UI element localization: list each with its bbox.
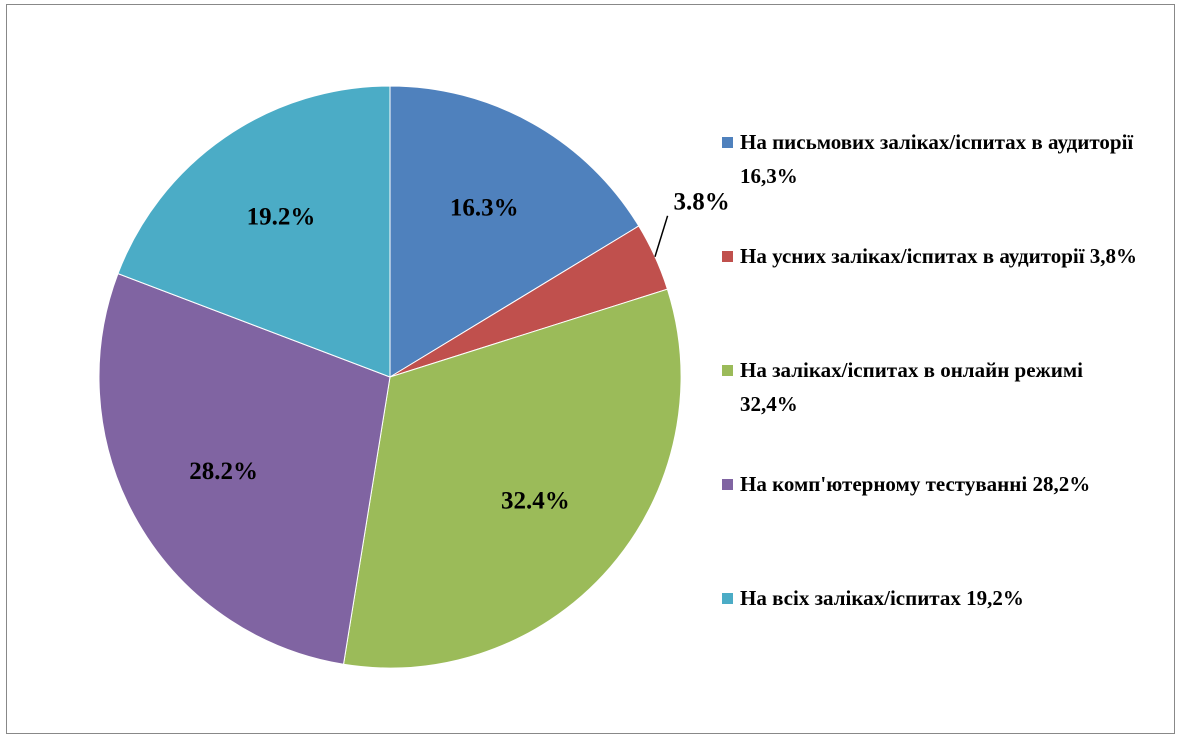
- legend-entry: На письмових заліках/іспитах в аудиторії…: [740, 130, 1134, 188]
- pie-slice: [389, 85, 640, 378]
- legend-entry: На комп'ютерному тестуванні 28,2%: [740, 472, 1091, 496]
- legend-entry: На усних заліках/іспитах в аудиторії 3,8…: [740, 244, 1138, 268]
- frame: [6, 4, 1175, 734]
- legend-swatch: [722, 251, 733, 262]
- legend-swatch: [722, 479, 733, 490]
- legend-entry: На всіх заліках/іспитах 19,2%: [740, 586, 1024, 610]
- legend-entry: На заліках/іспитах в онлайн режимі 32,4%: [740, 358, 1084, 416]
- pie-slice: [98, 272, 391, 665]
- data-label: 28.2%: [189, 458, 258, 485]
- legend-swatch: [722, 365, 733, 376]
- pie-slice: [342, 288, 682, 669]
- leader-line: [654, 215, 669, 257]
- data-label: 16.3%: [450, 194, 519, 221]
- data-label: 19.2%: [247, 204, 316, 231]
- legend-swatch: [722, 137, 733, 148]
- data-label: 32.4%: [501, 487, 570, 514]
- legend-swatch: [722, 593, 733, 604]
- pie-slice: [117, 85, 391, 378]
- data-label: 3.8%: [673, 189, 729, 216]
